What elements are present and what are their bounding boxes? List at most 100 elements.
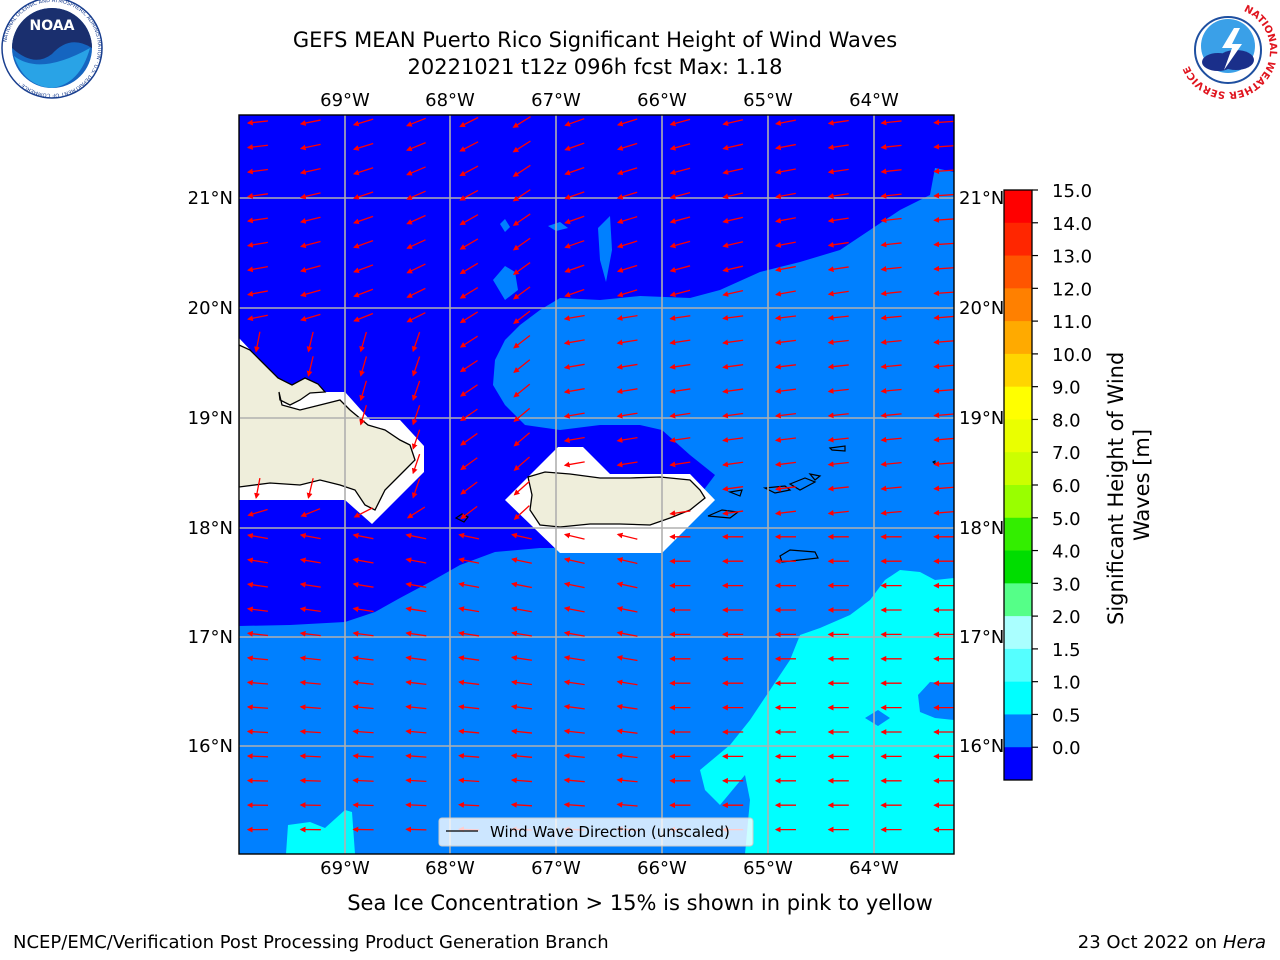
wave-arrow-76 <box>564 240 585 249</box>
wave-arrow-125 <box>933 314 954 321</box>
colorbar-segment-9 <box>1004 485 1032 519</box>
lon-label-top-0: 69°W <box>320 90 370 111</box>
wave-arrow-64 <box>669 216 691 224</box>
colorbar-label-line-1: Significant Height of Wind <box>1104 352 1128 625</box>
wave-arrow-155 <box>459 384 478 397</box>
wave-arrow-101 <box>406 287 426 298</box>
wave-arrow-43 <box>299 192 321 200</box>
wave-arrow-152 <box>933 363 954 370</box>
wave-arrow-292 <box>299 655 321 662</box>
wave-arrow-325 <box>563 704 585 710</box>
wave-arrow-41 <box>933 168 954 175</box>
wave-arrow-70 <box>246 241 268 248</box>
colorbar-tick-label-2: 13.0 <box>1052 247 1092 268</box>
wave-arrow-128 <box>359 331 368 353</box>
wave-arrow-176 <box>933 412 954 419</box>
wave-arrow-132 <box>563 339 585 346</box>
sea-ice-note: Sea Ice Concentration > 15% is shown in … <box>347 891 933 915</box>
wave-arrow-173 <box>774 412 797 419</box>
wave-arrow-350 <box>405 753 427 759</box>
wave-arrow-220 <box>933 509 954 516</box>
wave-arrow-99 <box>300 289 321 298</box>
wave-arrow-80 <box>775 241 796 248</box>
land-virgin-islands-1 <box>727 489 743 497</box>
wave-arrow-129 <box>411 331 421 353</box>
wave-arrow-38 <box>775 168 796 175</box>
colorbar-segment-2 <box>1004 255 1032 289</box>
wave-arrow-226 <box>511 532 532 540</box>
wave-arrow-170 <box>616 412 638 419</box>
wave-arrow-88 <box>459 262 479 275</box>
wave-arrow-118 <box>563 314 585 321</box>
nws-logo: NATIONAL WEATHER SERVICE <box>1180 2 1278 100</box>
lat-label-left-2: 19°N <box>188 408 233 429</box>
longitude-labels-bottom: 69°W 68°W 67°W 66°W 65°W 64°W <box>320 858 899 879</box>
wave-arrow-148 <box>722 363 744 370</box>
colorbar-tick-label-1: 14.0 <box>1052 214 1092 235</box>
wave-arrow-215 <box>669 510 691 517</box>
wave-arrow-116 <box>459 311 479 324</box>
wave-arrow-185 <box>827 436 849 443</box>
footer-date-text: 23 Oct 2022 on <box>1077 932 1223 953</box>
wave-arrow-102 <box>459 287 479 299</box>
wave-arrow-379 <box>458 802 480 808</box>
wave-arrow-98 <box>247 290 268 297</box>
wave-arrow-283 <box>563 630 585 637</box>
wave-arrow-7 <box>616 118 638 127</box>
wave-arrow-366 <box>510 777 533 784</box>
wave-arrow-174 <box>827 412 849 419</box>
wave-arrow-144 <box>513 359 531 373</box>
wave-arrow-208 <box>933 485 954 492</box>
land-hispaniola <box>239 344 416 511</box>
latitude-labels-right: 21°N 20°N 19°N 18°N 17°N 16°N <box>959 188 1004 757</box>
noaa-logo-text: NOAA <box>30 18 75 34</box>
colorbar-segment-1 <box>1004 222 1032 257</box>
wave-arrow-68 <box>880 217 902 224</box>
wave-arrow-189 <box>460 457 478 471</box>
wave-arrow-114 <box>353 312 374 322</box>
wave-arrow-94 <box>775 265 796 273</box>
map-subtitle-forecast: 20221021 t12z 096h fcst Max: 1.18 <box>407 55 783 79</box>
colorbar-tick-label-16: 0.5 <box>1052 705 1081 726</box>
wave-arrow-278 <box>299 630 321 637</box>
wave-arrow-217 <box>774 510 797 516</box>
wave-arrow-52 <box>775 192 796 200</box>
wave-arrow-153 <box>359 380 368 402</box>
wave-arrow-59 <box>406 214 426 225</box>
wave-arrow-113 <box>300 313 321 322</box>
wave-arrow-269 <box>563 606 585 613</box>
footer-machine: Hera <box>1222 932 1266 953</box>
colorbar-tick-label-6: 9.0 <box>1052 378 1081 399</box>
wave-arrow-190 <box>513 456 530 471</box>
land-virgin-islands-3 <box>788 477 817 491</box>
wave-arrow-224 <box>405 532 427 540</box>
wave-arrow-2 <box>352 118 374 127</box>
wave-arrow-214 <box>513 505 530 520</box>
wave-arrow-268 <box>511 606 532 613</box>
wave-arrow-150 <box>827 363 849 370</box>
wave-arrow-100 <box>353 288 374 298</box>
wave-arrow-307 <box>352 679 374 686</box>
lat-label-right-4: 17°N <box>959 627 1004 648</box>
wave-arrow-58 <box>353 215 374 225</box>
wave-arrow-334 <box>299 728 321 735</box>
wave-arrow-209 <box>247 508 268 517</box>
wave-arrow-198 <box>933 461 954 467</box>
wave-arrow-25 <box>827 144 849 151</box>
wave-arrow-121 <box>722 315 744 321</box>
wave-arrow-140 <box>306 356 314 377</box>
wave-arrow-236 <box>299 557 321 564</box>
wave-arrow-82 <box>880 241 902 248</box>
lat-label-left-0: 21°N <box>188 188 233 209</box>
wave-arrow-137 <box>827 339 849 346</box>
lon-label-top-2: 67°W <box>531 90 581 111</box>
wave-arrow-62 <box>564 215 585 225</box>
wave-arrow-322 <box>405 704 427 710</box>
wave-arrow-32 <box>459 165 479 177</box>
wave-arrow-333 <box>246 728 269 735</box>
wave-arrow-135 <box>722 339 744 346</box>
longitude-labels-top: 69°W 68°W 67°W 66°W 65°W 64°W <box>320 90 899 111</box>
lon-label-top-4: 65°W <box>743 90 793 111</box>
wave-arrow-8 <box>669 118 691 127</box>
